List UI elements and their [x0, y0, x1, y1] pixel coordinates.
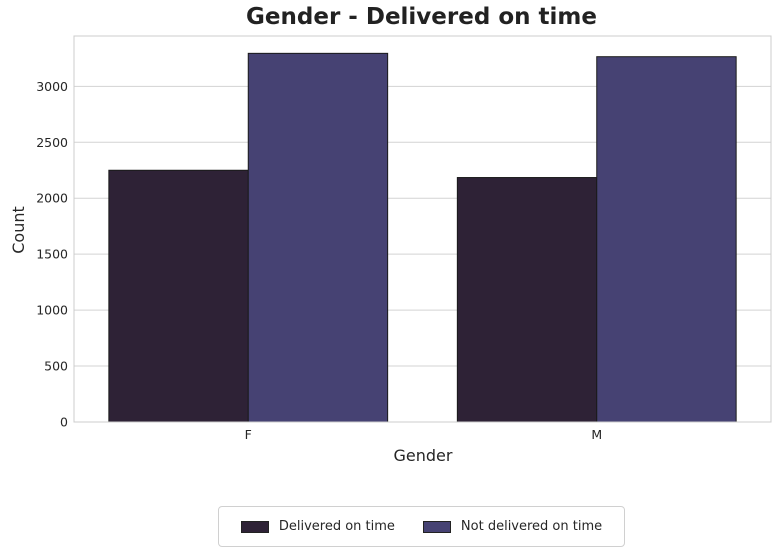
y-axis-label: Count	[9, 206, 28, 254]
bar-f-series-1	[247, 52, 389, 423]
y-tick-label: 2500	[36, 135, 68, 150]
legend-label-delivered: Delivered on time	[278, 519, 395, 534]
legend-swatch-delivered	[240, 520, 269, 533]
x-axis-label: Gender	[394, 446, 453, 465]
x-tick-label: M	[591, 427, 602, 442]
legend-item-delivered: Delivered on time	[240, 519, 395, 534]
bar-f-series-0	[108, 169, 249, 423]
x-tick-label: F	[245, 427, 252, 442]
bars	[108, 52, 737, 423]
y-tick-label: 500	[44, 359, 68, 374]
y-tick-label: 2000	[36, 191, 68, 206]
legend-item-not-delivered: Not delivered on time	[422, 519, 603, 534]
chart-title: Gender - Delivered on time	[246, 4, 597, 30]
y-tick-label: 1500	[36, 247, 68, 262]
y-tick-label: 0	[60, 415, 68, 430]
legend: Delivered on time Not delivered on time	[218, 506, 625, 547]
bar-m-series-1	[596, 56, 737, 423]
legend-label-not-delivered: Not delivered on time	[460, 519, 603, 534]
legend-swatch-not-delivered	[422, 520, 451, 533]
y-tick-label: 3000	[36, 79, 68, 94]
plot-frame	[73, 35, 772, 423]
y-tick-labels: 0 500 1000 1500 2000 2500 3000	[36, 79, 68, 430]
bar-m-series-0	[456, 177, 598, 423]
y-tick-label: 1000	[36, 303, 68, 318]
